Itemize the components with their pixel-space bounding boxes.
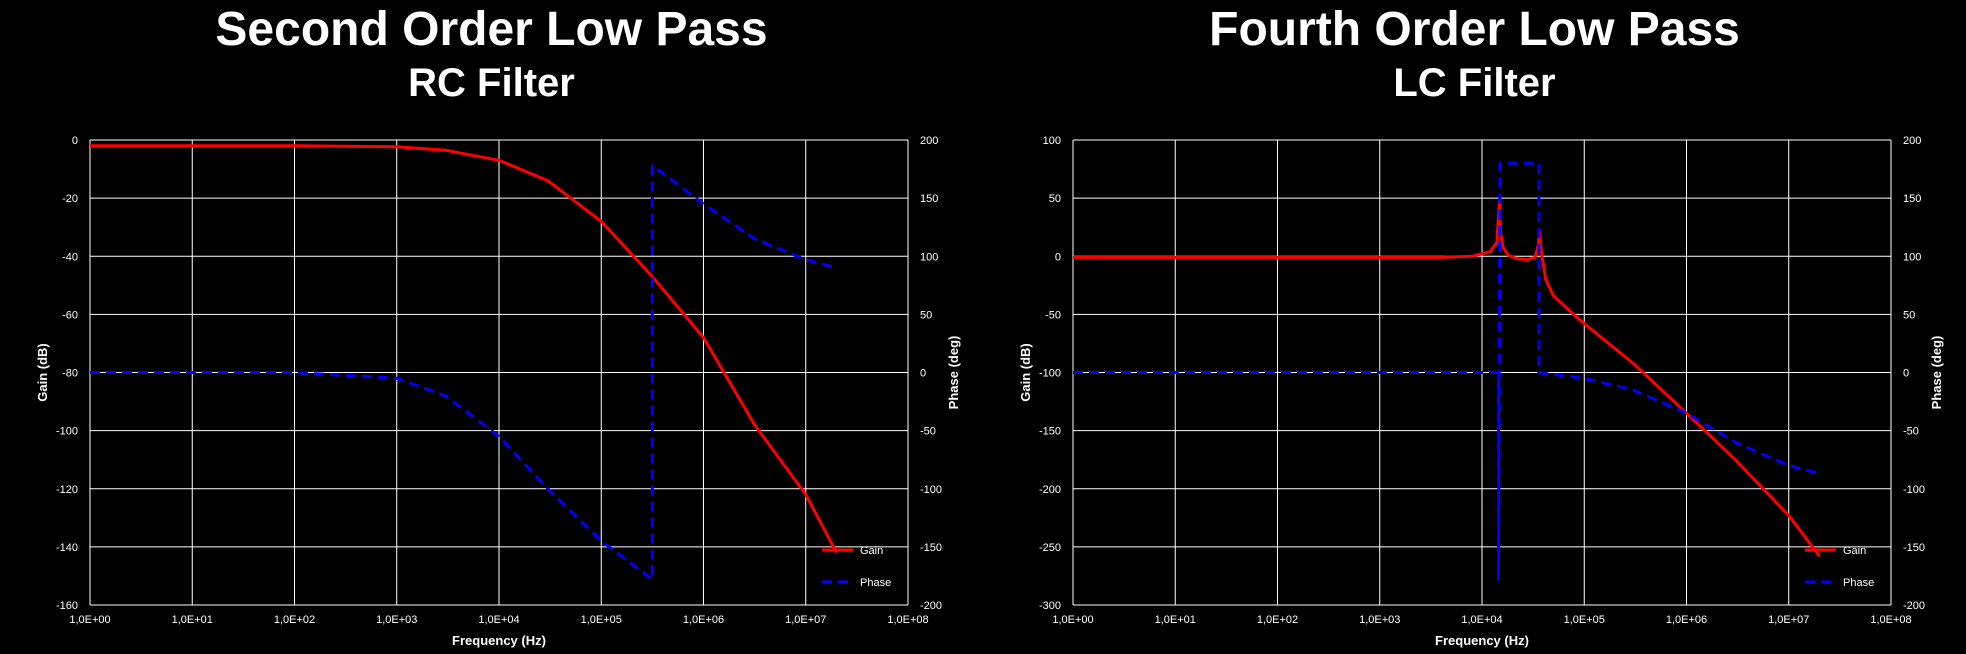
x-tick-label: 1,0E+02 bbox=[1257, 614, 1298, 626]
x-tick-label: 1,0E+05 bbox=[1564, 614, 1605, 626]
y2-tick-label: -50 bbox=[920, 426, 936, 438]
x-tick-label: 1,0E+06 bbox=[1666, 614, 1707, 626]
y-tick-label: -100 bbox=[1039, 368, 1061, 380]
y2-tick-label: -100 bbox=[1903, 484, 1925, 496]
y-tick-label: -100 bbox=[56, 426, 78, 438]
chart-panel-right: Fourth Order Low Pass LC Filter 1,0E+00 1… bbox=[983, 0, 1966, 654]
chart-subtitle: RC Filter bbox=[408, 61, 575, 105]
y2-tick-label: 50 bbox=[920, 309, 932, 321]
legend-label-gain: Gain bbox=[860, 545, 883, 557]
y2-tick-label: -200 bbox=[920, 600, 942, 612]
y-axis-label: Gain (dB) bbox=[1018, 343, 1033, 402]
x-tick-label: 1,0E+03 bbox=[376, 614, 417, 626]
x-tick-label: 1,0E+08 bbox=[887, 614, 928, 626]
y-tick-label: -200 bbox=[1039, 484, 1061, 496]
y-tick-label: -150 bbox=[1039, 426, 1061, 438]
legend-label-phase: Phase bbox=[1843, 577, 1874, 589]
x-tick-label: 1,0E+05 bbox=[581, 614, 622, 626]
series-phase-line bbox=[1073, 161, 1820, 581]
y2-tick-label: 150 bbox=[920, 193, 938, 205]
y-tick-label: -160 bbox=[56, 600, 78, 612]
y-tick-label: -20 bbox=[62, 193, 78, 205]
x-tick-label: 1,0E+07 bbox=[1768, 614, 1809, 626]
x-tick-label: 1,0E+02 bbox=[274, 614, 315, 626]
x-tick-label: 1,0E+03 bbox=[1359, 614, 1400, 626]
y2-tick-label: -150 bbox=[1903, 542, 1925, 554]
y-tick-label: -300 bbox=[1039, 600, 1061, 612]
y-tick-label: -80 bbox=[62, 368, 78, 380]
x-tick-label: 1,0E+06 bbox=[683, 614, 724, 626]
y2-tick-label: 0 bbox=[920, 368, 926, 380]
y-tick-label: 50 bbox=[1049, 193, 1061, 205]
y2-tick-label: 100 bbox=[920, 251, 938, 263]
y-axis-label: Gain (dB) bbox=[35, 343, 50, 402]
x-axis-label: Frequency (Hz) bbox=[1435, 633, 1529, 648]
x-tick-label: 1,0E+01 bbox=[1155, 614, 1196, 626]
y-tick-label: 100 bbox=[1043, 135, 1061, 147]
y-tick-label: -50 bbox=[1045, 309, 1061, 321]
chart-subtitle: LC Filter bbox=[1393, 61, 1556, 105]
y2-tick-label: -200 bbox=[1903, 600, 1925, 612]
x-tick-label: 1,0E+01 bbox=[172, 614, 213, 626]
y2-tick-label: 0 bbox=[1903, 368, 1909, 380]
legend-label-phase: Phase bbox=[860, 577, 891, 589]
chart-panel-left: Second Order Low Pass RC Filter 1,0E+00 1… bbox=[35, 3, 961, 648]
y-tick-label: -40 bbox=[62, 251, 78, 263]
x-tick-label: 1,0E+00 bbox=[1052, 614, 1093, 626]
y2-tick-label: -150 bbox=[920, 542, 942, 554]
x-tick-label: 1,0E+04 bbox=[1461, 614, 1502, 626]
chart-plot-left: 1,0E+00 1,0E+01 1,0E+02 1,0E+03 1,0E+04 1,0E+… bbox=[35, 135, 961, 648]
y2-axis-label: Phase (deg) bbox=[1929, 336, 1944, 410]
chart-title: Fourth Order Low Pass bbox=[1209, 3, 1740, 56]
chart-title: Second Order Low Pass bbox=[215, 3, 768, 56]
y2-tick-label: -100 bbox=[920, 484, 942, 496]
y2-tick-label: 50 bbox=[1903, 309, 1915, 321]
y-tick-label: 0 bbox=[1055, 251, 1061, 263]
series-phase-line bbox=[90, 164, 837, 581]
x-tick-label: 1,0E+08 bbox=[1870, 614, 1911, 626]
legend-label-gain: Gain bbox=[1843, 545, 1866, 557]
x-tick-label: 1,0E+04 bbox=[478, 614, 519, 626]
y2-tick-label: 200 bbox=[920, 135, 938, 147]
y2-tick-label: 200 bbox=[1903, 135, 1921, 147]
y-tick-label: -120 bbox=[56, 484, 78, 496]
y-tick-label: 0 bbox=[72, 135, 78, 147]
y2-tick-label: 150 bbox=[1903, 193, 1921, 205]
y-tick-label: -140 bbox=[56, 542, 78, 554]
series-gain-line bbox=[1073, 198, 1821, 558]
x-axis-label: Frequency (Hz) bbox=[452, 633, 546, 648]
y2-tick-label: 100 bbox=[1903, 251, 1921, 263]
chart-plot-right: 1,0E+00 1,0E+01 1,0E+02 1,0E+03 1,0E+04 1,0E+… bbox=[1018, 135, 1944, 648]
x-tick-label: 1,0E+00 bbox=[69, 614, 110, 626]
x-tick-label: 1,0E+07 bbox=[785, 614, 826, 626]
y-tick-label: -250 bbox=[1039, 542, 1061, 554]
y2-tick-label: -50 bbox=[1903, 426, 1919, 438]
y2-axis-label: Phase (deg) bbox=[946, 336, 961, 410]
y-tick-label: -60 bbox=[62, 309, 78, 321]
series-gain-line bbox=[90, 144, 838, 554]
